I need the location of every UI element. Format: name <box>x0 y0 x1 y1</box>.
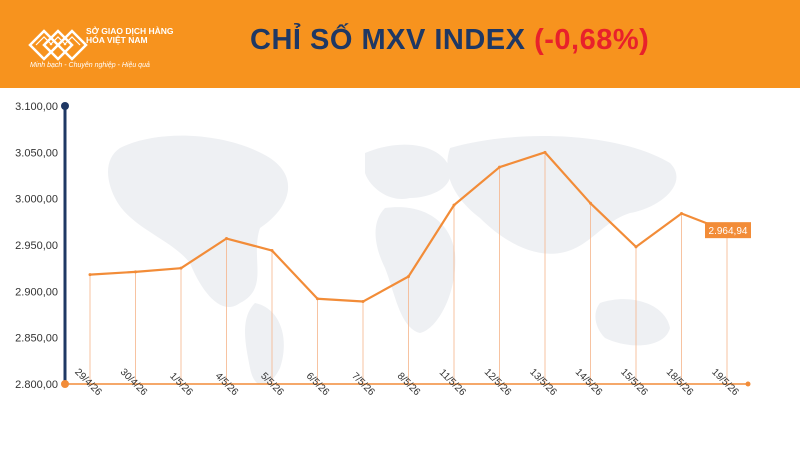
y-tick-label: 3.100,00 <box>15 101 58 113</box>
data-point <box>452 203 456 207</box>
y-tick-label: 2.900,00 <box>15 286 58 298</box>
mxv-logo-icon <box>28 29 88 61</box>
logo-name: SỞ GIAO DỊCH HÀNG HÓA VIỆT NAM <box>86 26 174 45</box>
title-text: CHỈ SỐ MXV INDEX <box>250 24 526 56</box>
chart-title: CHỈ SỐ MXV INDEX (-0,68%) <box>250 24 649 57</box>
mxv-logo: SỞ GIAO DỊCH HÀNG HÓA VIỆT NAM Minh bạch… <box>0 0 175 88</box>
line-chart: 2.800,00 2.850,00 2.900,00 2.950,00 3.000,00… <box>15 101 751 399</box>
x-tick-label: 15/5/26 <box>618 367 650 399</box>
data-point <box>270 249 274 253</box>
header-bar: SỞ GIAO DỊCH HÀNG HÓA VIỆT NAM Minh bạch… <box>0 0 800 88</box>
guide-lines <box>89 152 728 384</box>
data-point <box>407 275 410 279</box>
x-tick-label: 13/5/26 <box>527 367 559 399</box>
x-tick-label: 29/4/26 <box>72 367 104 399</box>
x-tick-label: 30/4/26 <box>118 367 150 399</box>
x-tick-label: 12/5/26 <box>482 367 514 399</box>
x-axis-origin <box>61 380 69 388</box>
x-tick-label: 11/5/26 <box>437 367 468 398</box>
data-point <box>498 165 501 169</box>
data-point <box>316 297 319 301</box>
x-axis-end <box>745 381 751 387</box>
last-value-badge <box>705 222 751 239</box>
y-tick-label: 2.800,00 <box>15 379 58 391</box>
data-point <box>225 237 228 241</box>
x-tick-label: 18/5/26 <box>664 367 696 399</box>
data-point <box>88 273 92 277</box>
data-point <box>134 270 137 274</box>
data-point <box>589 201 592 205</box>
data-point <box>634 245 638 249</box>
y-tick-label: 2.850,00 <box>15 333 58 345</box>
y-tick-label: 3.050,00 <box>15 147 58 159</box>
series <box>88 150 729 304</box>
data-point <box>179 266 183 270</box>
y-tick-label: 2.950,00 <box>15 240 58 252</box>
data-point <box>680 211 683 215</box>
x-tick-label: 14/5/26 <box>573 367 605 399</box>
logo-slogan: Minh bạch - Chuyên nghiệp - Hiệu quả <box>30 62 150 69</box>
y-axis-top-cap <box>61 102 69 110</box>
chart-area: 2.800,00 2.850,00 2.900,00 2.950,00 3.000,00… <box>0 88 800 445</box>
y-tick-label: 3.000,00 <box>15 194 58 206</box>
last-value-label: 2.964,94 <box>709 226 748 237</box>
x-tick-label: 19/5/26 <box>709 367 741 399</box>
data-point <box>361 300 365 304</box>
axes <box>61 102 751 388</box>
data-point <box>543 150 547 154</box>
title-change: (-0,68%) <box>534 24 650 56</box>
